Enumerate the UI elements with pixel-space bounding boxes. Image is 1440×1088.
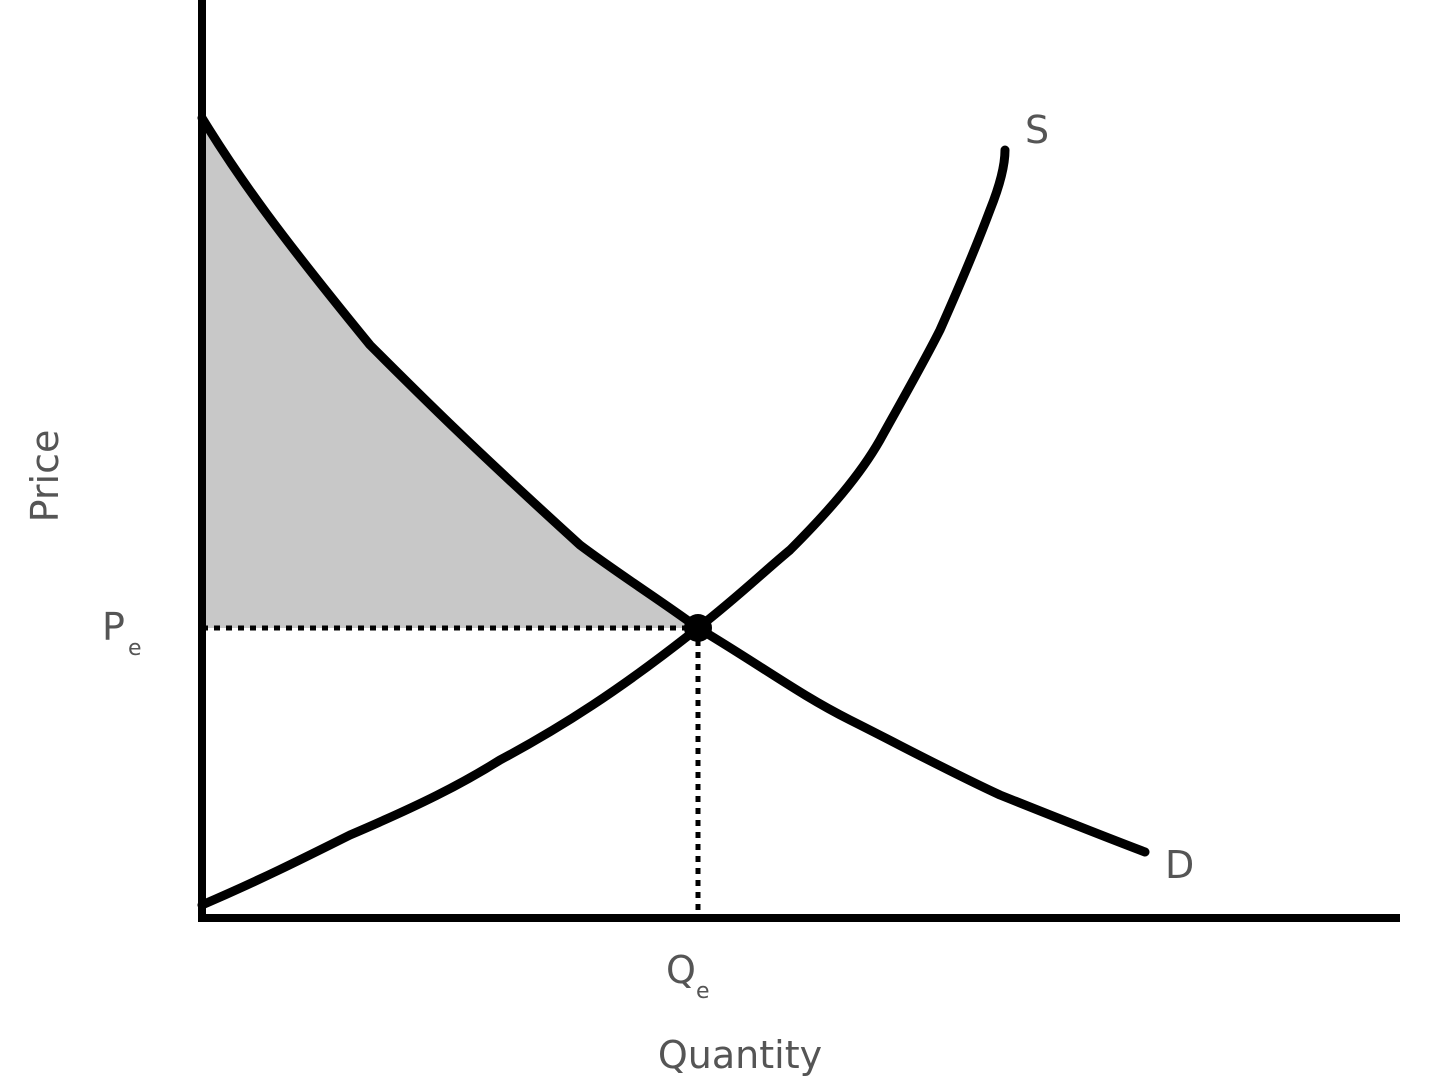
equilibrium-quantity-subscript: e <box>696 979 710 1004</box>
equilibrium-price-subscript: e <box>128 636 142 661</box>
equilibrium-point <box>684 614 712 642</box>
demand-curve <box>197 113 1150 857</box>
supply-label: S <box>1025 108 1049 152</box>
demand-label: D <box>1165 843 1194 887</box>
y-axis-label: Price <box>23 430 67 523</box>
supply-curve <box>197 145 1010 910</box>
equilibrium-quantity-label: Q <box>666 948 696 992</box>
equilibrium-price-label: P <box>102 605 125 649</box>
x-axis-label: Quantity <box>658 1033 822 1077</box>
consumer-surplus-shaded-area <box>202 118 698 628</box>
